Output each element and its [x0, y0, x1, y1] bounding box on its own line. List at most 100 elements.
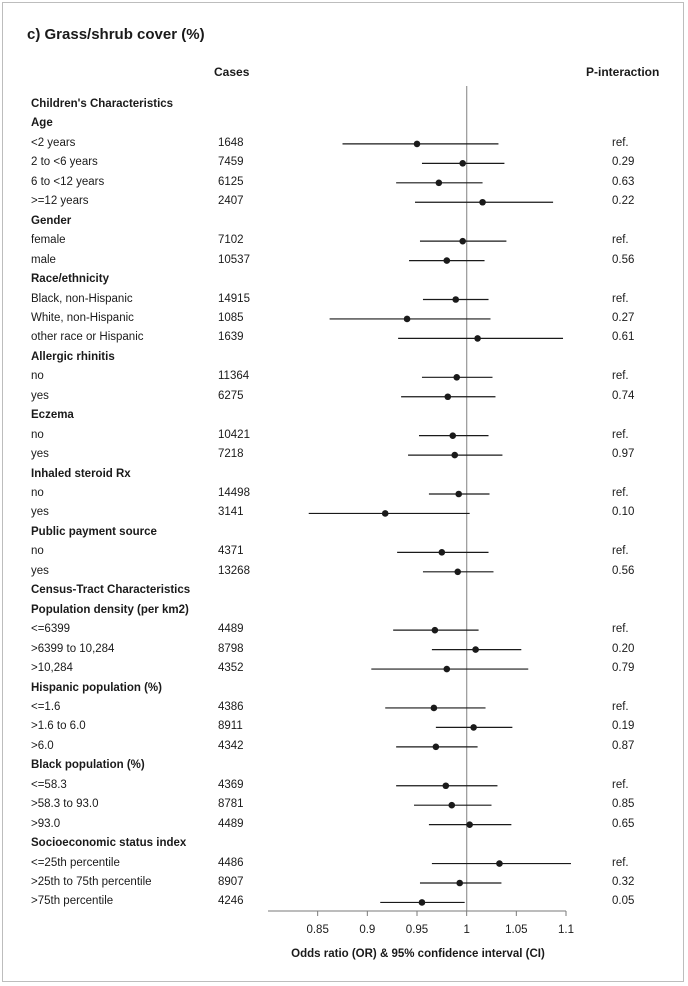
row-label: <=58.3 [31, 778, 67, 791]
row-p-interaction: 0.10 [612, 506, 635, 519]
x-tick-label: 1.1 [558, 924, 574, 936]
group-heading: Gender [31, 214, 72, 227]
or-point [438, 549, 446, 556]
row-label: Black, non-Hispanic [31, 292, 133, 305]
row-cases: 7218 [218, 448, 244, 461]
or-point [431, 626, 439, 634]
row-p-interaction: 0.61 [612, 331, 635, 344]
group-heading: Race/ethnicity [31, 273, 109, 286]
row-p-interaction: 0.79 [612, 662, 635, 675]
row-cases: 8907 [218, 876, 244, 888]
row-label: <=1.6 [31, 700, 61, 713]
or-point [472, 646, 479, 653]
row-cases: 4489 [218, 817, 244, 830]
row-label: >6.0 [31, 739, 54, 752]
section-heading: Census-Tract Characteristics [31, 584, 191, 597]
or-point [452, 296, 460, 303]
row-p-interaction: ref. [612, 428, 629, 441]
row-cases: 4246 [218, 895, 244, 908]
row-p-interaction: 0.29 [612, 156, 635, 169]
row-p-interaction: 0.65 [612, 817, 635, 830]
row-cases: 4386 [218, 700, 244, 713]
row-p-interaction: ref. [612, 370, 629, 383]
or-point [456, 879, 464, 887]
or-point [455, 490, 463, 498]
row-p-interaction: ref. [612, 623, 629, 636]
row-p-interaction: ref. [612, 778, 629, 791]
row-p-interaction: 0.74 [612, 389, 635, 402]
or-point [448, 801, 456, 809]
row-p-interaction: ref. [612, 856, 629, 869]
row-label: no [31, 370, 44, 383]
row-cases: 11364 [218, 370, 250, 383]
row-label: >75th percentile [31, 895, 114, 908]
row-label: White, non-Hispanic [31, 311, 134, 324]
row-label: >6399 to 10,284 [31, 642, 115, 655]
group-heading: Allergic rhinitis [31, 350, 115, 363]
row-cases: 1648 [218, 136, 244, 149]
row-cases: 1085 [218, 311, 244, 324]
row-cases: 4486 [218, 856, 244, 869]
row-cases: 13268 [218, 564, 250, 577]
chart-title: c) Grass/shrub cover (%) [27, 26, 205, 43]
or-point [453, 374, 461, 381]
or-point [443, 665, 451, 673]
row-p-interaction: 0.05 [612, 895, 635, 908]
group-heading: Hispanic population (%) [31, 681, 162, 694]
row-label: yes [31, 389, 49, 402]
row-p-interaction: 0.19 [612, 720, 635, 733]
row-cases: 8911 [218, 720, 243, 733]
row-label: female [31, 234, 66, 247]
group-heading: Inhaled steroid Rx [31, 467, 131, 480]
row-label: >25th to 75th percentile [31, 876, 152, 888]
row-cases: 4342 [218, 739, 244, 752]
or-point [474, 335, 481, 342]
row-label: yes [31, 506, 49, 519]
row-p-interaction: 0.27 [612, 311, 635, 324]
row-cases: 7459 [218, 156, 244, 169]
group-heading: Public payment source [31, 525, 157, 538]
or-point [496, 860, 503, 867]
x-tick-label: 0.85 [306, 924, 328, 936]
row-p-interaction: 0.87 [612, 739, 635, 752]
row-cases: 10537 [218, 253, 250, 266]
row-p-interaction: 0.20 [612, 642, 635, 655]
or-point [381, 510, 389, 517]
or-point [430, 704, 438, 712]
row-cases: 14498 [218, 487, 250, 499]
row-cases: 6275 [218, 389, 244, 402]
row-label: no [31, 428, 44, 441]
row-p-interaction: 0.32 [612, 876, 635, 888]
row-p-interaction: 0.85 [612, 798, 635, 811]
x-tick-label: 1 [463, 924, 469, 936]
or-point [413, 140, 421, 148]
or-point [459, 237, 466, 245]
row-label: >58.3 to 93.0 [31, 798, 99, 811]
section-heading: Children's Characteristics [31, 98, 174, 110]
or-point [466, 821, 473, 828]
row-label: no [31, 545, 44, 558]
row-p-interaction: 0.97 [612, 448, 635, 461]
row-p-interaction: ref. [612, 292, 629, 305]
or-point [451, 451, 459, 459]
x-tick-label: 0.95 [406, 924, 428, 936]
p-interaction-column-header: P-interaction [586, 65, 660, 79]
row-p-interaction: 0.56 [612, 564, 635, 577]
cases-column-header: Cases [214, 65, 250, 79]
row-cases: 14915 [218, 292, 250, 305]
row-cases: 4369 [218, 778, 244, 791]
or-point [403, 315, 411, 323]
row-label: <2 years [31, 136, 76, 149]
row-label: <=25th percentile [31, 856, 120, 869]
row-cases: 4352 [218, 662, 244, 675]
row-p-interaction: ref. [612, 545, 629, 558]
or-point [449, 432, 457, 439]
row-p-interaction: 0.22 [612, 195, 635, 208]
or-point [442, 782, 450, 790]
or-point [470, 724, 477, 731]
row-label: 6 to <12 years [31, 175, 105, 188]
row-cases: 1639 [218, 331, 244, 344]
row-cases: 6125 [218, 175, 244, 188]
row-label: >1.6 to 6.0 [31, 720, 86, 733]
